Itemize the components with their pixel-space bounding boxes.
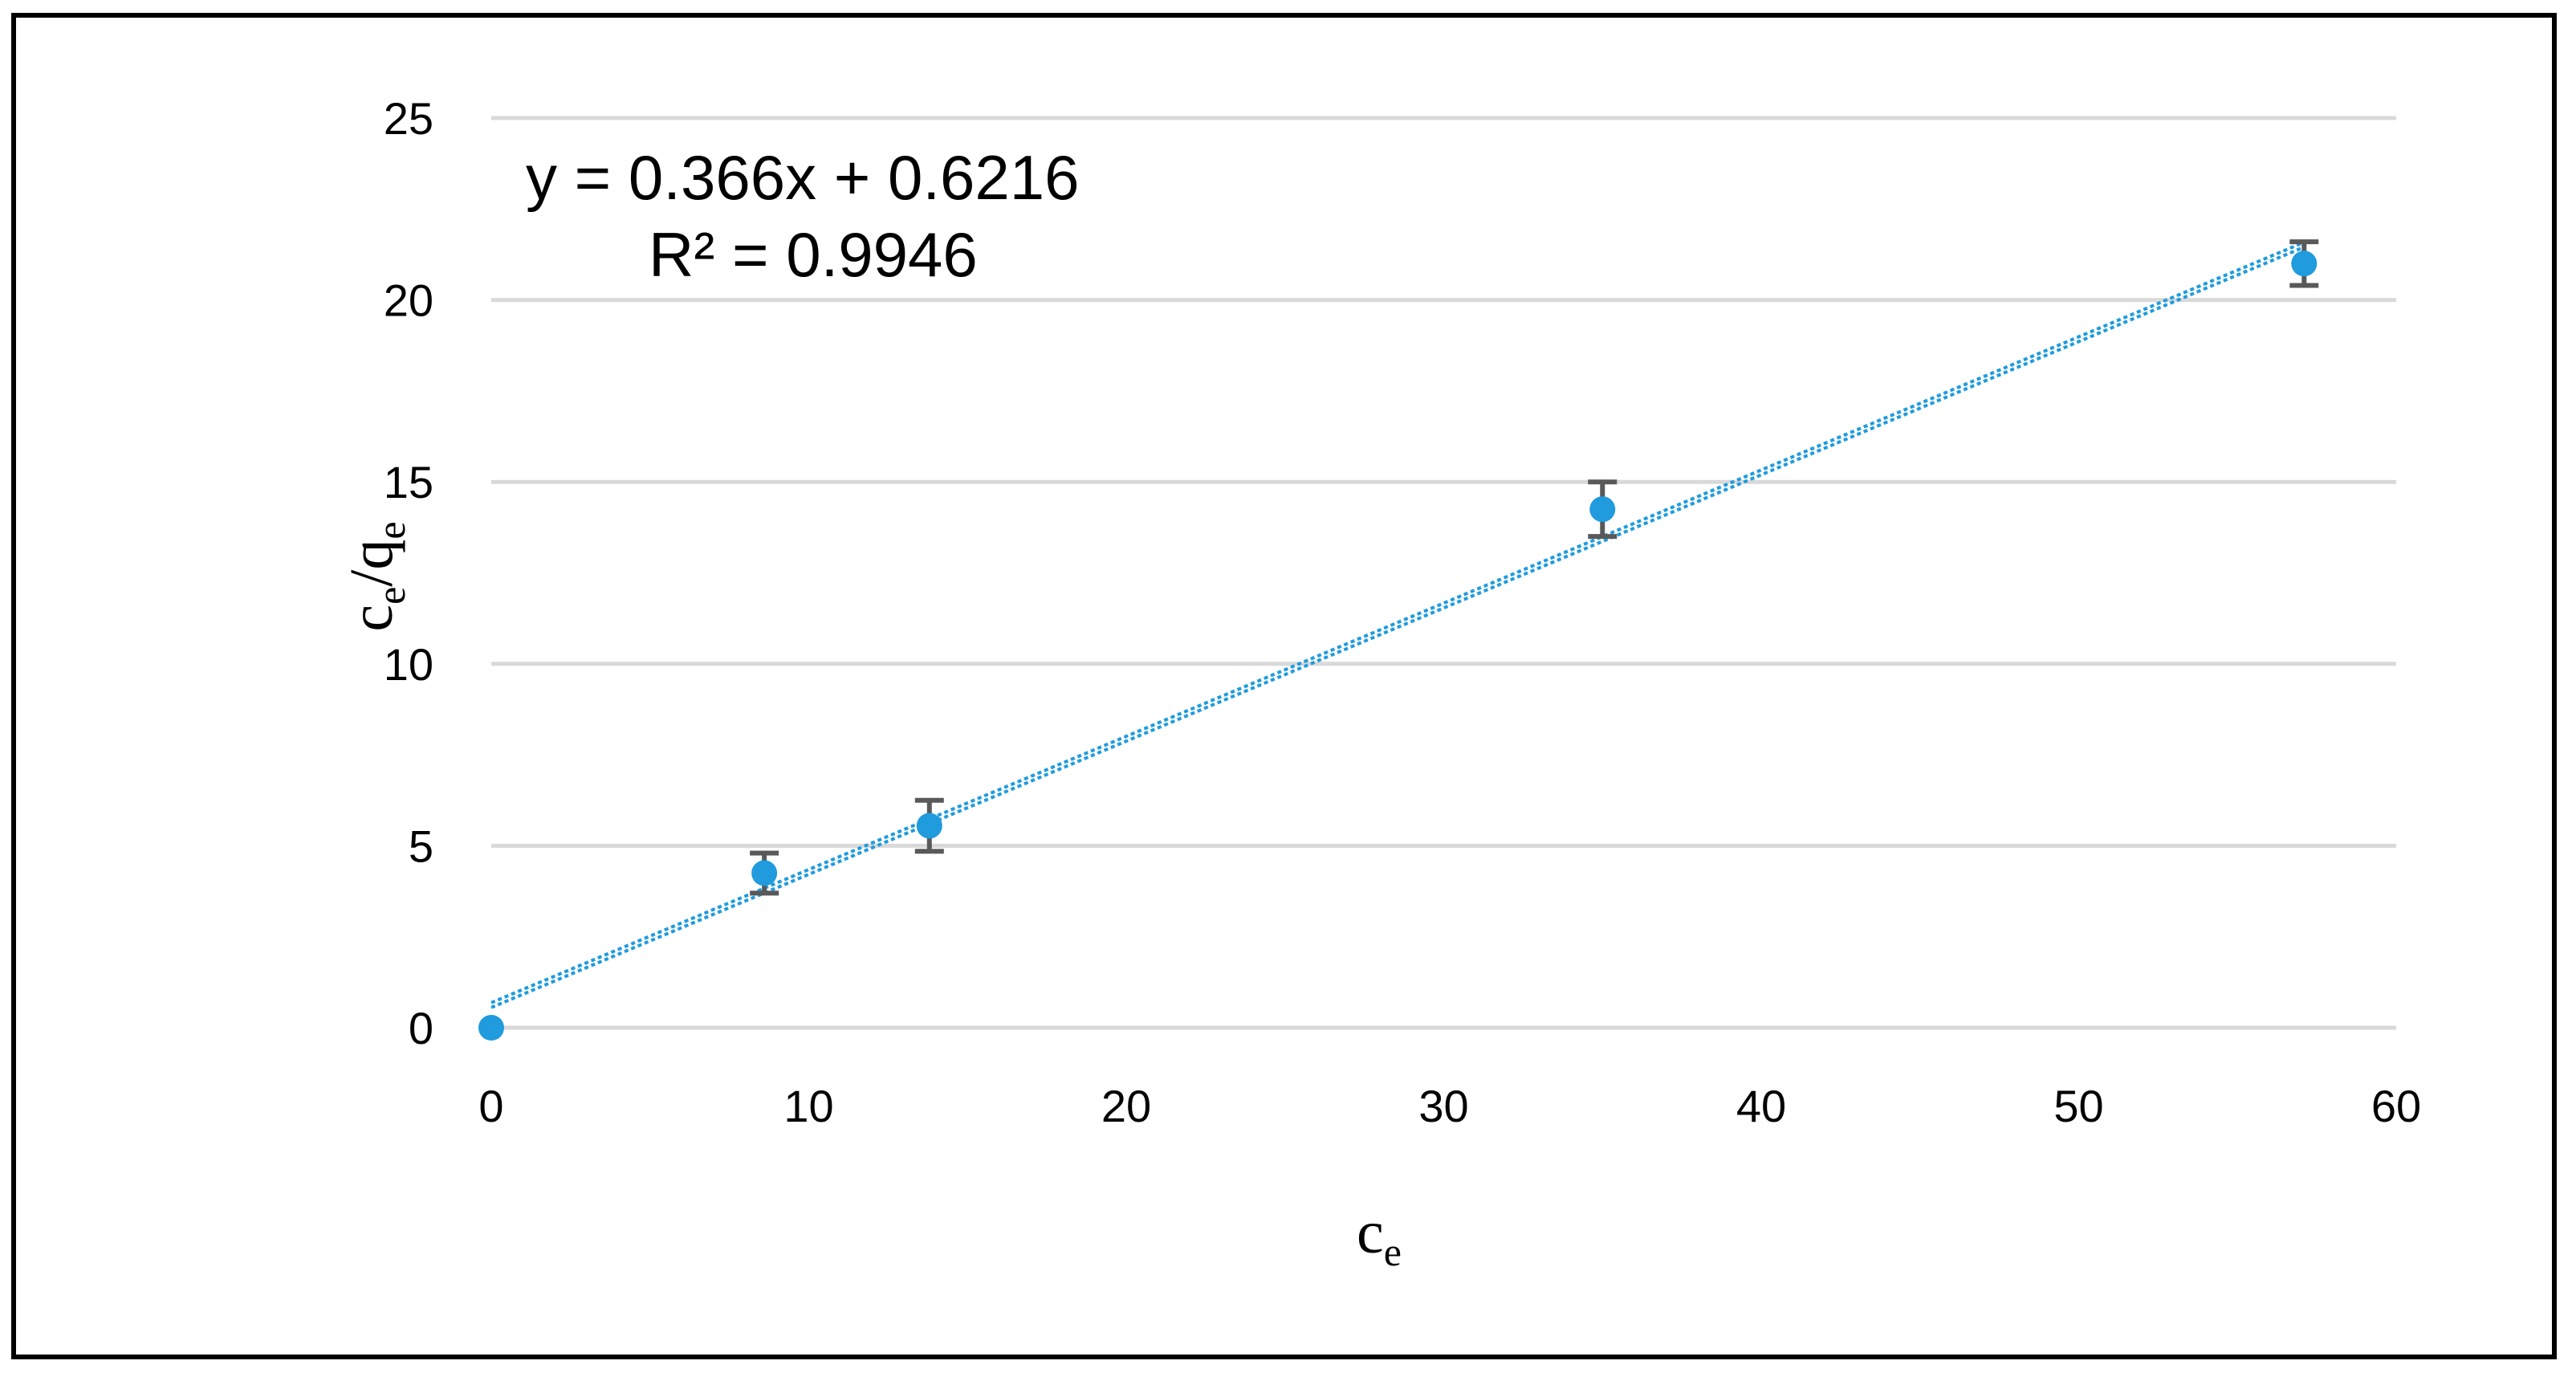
x-tick-label: 20 — [1101, 1081, 1151, 1131]
x-tick-label: 30 — [1418, 1081, 1468, 1131]
y-axis-title-sub2: e — [368, 521, 413, 539]
y-tick-label: 20 — [384, 275, 433, 326]
x-tick-label: 50 — [2053, 1081, 2103, 1131]
y-tick-label: 0 — [409, 1003, 433, 1053]
data-point — [751, 860, 778, 886]
trendline-stroke — [490, 240, 2305, 1004]
data-points — [478, 251, 2318, 1041]
y-axis-title-base2: q — [338, 540, 405, 570]
x-axis-title-sub: e — [1384, 1229, 1402, 1274]
y-tick-label: 25 — [384, 93, 433, 144]
x-axis-title-base: c — [1357, 1199, 1384, 1266]
trendline-equation: y = 0.366x + 0.6216 — [526, 142, 1080, 213]
y-axis-ticks: 0 5 10 15 20 25 — [384, 93, 433, 1053]
data-point — [916, 813, 942, 839]
y-axis-title: ce/qe — [338, 521, 413, 631]
y-axis-title-sub1: e — [368, 587, 413, 605]
trendline-r-squared: R² = 0.9946 — [649, 219, 978, 290]
gridlines — [491, 116, 2396, 1030]
trendline — [490, 240, 2305, 1009]
y-axis-title-sep: / — [338, 569, 405, 587]
y-axis-title-base1: c — [338, 605, 405, 632]
trendline-stroke — [490, 245, 2305, 1009]
x-axis-ticks: 0 10 20 30 40 50 60 — [478, 1081, 2421, 1131]
x-tick-label: 0 — [478, 1081, 503, 1131]
data-point — [2291, 251, 2318, 277]
x-tick-label: 40 — [1736, 1081, 1786, 1131]
data-point — [1589, 496, 1616, 523]
y-tick-label: 5 — [409, 821, 433, 871]
data-point — [478, 1015, 504, 1041]
x-tick-label: 10 — [783, 1081, 833, 1131]
x-axis-title: ce — [1357, 1199, 1402, 1274]
y-tick-label: 15 — [384, 457, 433, 507]
chart-frame — [11, 13, 2557, 1359]
x-tick-label: 60 — [2371, 1081, 2421, 1131]
y-tick-label: 10 — [384, 639, 433, 690]
